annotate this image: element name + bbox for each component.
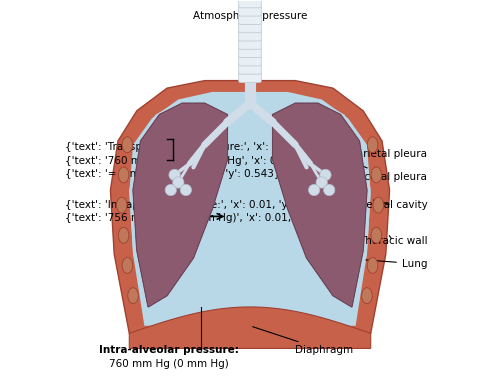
Text: Visceral pleura: Visceral pleura bbox=[350, 166, 428, 182]
Text: Parietal pleura: Parietal pleura bbox=[352, 146, 428, 159]
Circle shape bbox=[308, 184, 320, 196]
FancyBboxPatch shape bbox=[238, 30, 262, 41]
Circle shape bbox=[172, 177, 184, 188]
FancyBboxPatch shape bbox=[238, 55, 262, 66]
Ellipse shape bbox=[122, 258, 132, 273]
FancyBboxPatch shape bbox=[238, 72, 262, 82]
Polygon shape bbox=[269, 100, 370, 311]
Polygon shape bbox=[130, 307, 370, 348]
Text: 760 mm Hg (0 mm Hg): 760 mm Hg (0 mm Hg) bbox=[109, 358, 229, 369]
Circle shape bbox=[320, 169, 331, 180]
Ellipse shape bbox=[371, 227, 382, 243]
Polygon shape bbox=[133, 103, 228, 307]
Text: Pleural cavity: Pleural cavity bbox=[356, 200, 428, 210]
FancyBboxPatch shape bbox=[238, 0, 262, 8]
Ellipse shape bbox=[122, 137, 132, 153]
Circle shape bbox=[316, 177, 328, 188]
Circle shape bbox=[169, 169, 180, 180]
Polygon shape bbox=[272, 103, 367, 307]
Text: Lung: Lung bbox=[366, 258, 428, 269]
FancyBboxPatch shape bbox=[238, 22, 262, 33]
Text: {'text': 'Transpulmonary pressure:', 'x': 0.01, 'y': 0.615}: {'text': 'Transpulmonary pressure:', 'x'… bbox=[65, 142, 357, 152]
Text: {'text': '756 mm Hg (−4 mm Hg)', 'x': 0.01, 'y': 0.425}: {'text': '756 mm Hg (−4 mm Hg)', 'x': 0.… bbox=[65, 213, 350, 223]
Circle shape bbox=[324, 184, 335, 196]
Ellipse shape bbox=[118, 227, 129, 243]
Ellipse shape bbox=[362, 288, 372, 304]
Polygon shape bbox=[130, 92, 370, 326]
Circle shape bbox=[165, 184, 176, 196]
Polygon shape bbox=[130, 100, 231, 311]
Text: Diaphragm: Diaphragm bbox=[252, 327, 354, 355]
Text: Atmospheric pressure: Atmospheric pressure bbox=[193, 11, 307, 21]
Ellipse shape bbox=[371, 167, 382, 183]
Ellipse shape bbox=[368, 137, 378, 153]
Polygon shape bbox=[133, 103, 228, 307]
Polygon shape bbox=[110, 81, 390, 333]
Circle shape bbox=[180, 184, 192, 196]
FancyBboxPatch shape bbox=[238, 6, 262, 16]
Ellipse shape bbox=[116, 197, 127, 213]
FancyBboxPatch shape bbox=[238, 39, 262, 49]
Text: {'text': '= 4 mm Hg', 'x': 0.01, 'y': 0.543}: {'text': '= 4 mm Hg', 'x': 0.01, 'y': 0.… bbox=[65, 169, 280, 179]
Ellipse shape bbox=[373, 197, 384, 213]
Text: Thoracic wall: Thoracic wall bbox=[358, 236, 428, 246]
Text: {'text': 'Intrapleural pressure:', 'x': 0.01, 'y': 0.46}: {'text': 'Intrapleural pressure:', 'x': … bbox=[65, 200, 328, 210]
Polygon shape bbox=[272, 103, 367, 307]
FancyBboxPatch shape bbox=[238, 63, 262, 74]
Ellipse shape bbox=[128, 288, 138, 304]
FancyBboxPatch shape bbox=[238, 14, 262, 24]
Ellipse shape bbox=[368, 258, 378, 273]
Text: Intra-alveolar pressure:: Intra-alveolar pressure: bbox=[99, 345, 239, 355]
Ellipse shape bbox=[118, 167, 129, 183]
Text: {'text': '760 mm Hg −756 mm Hg', 'x': 0.01, 'y': 0.578}: {'text': '760 mm Hg −756 mm Hg', 'x': 0.… bbox=[65, 155, 355, 166]
FancyBboxPatch shape bbox=[238, 47, 262, 58]
